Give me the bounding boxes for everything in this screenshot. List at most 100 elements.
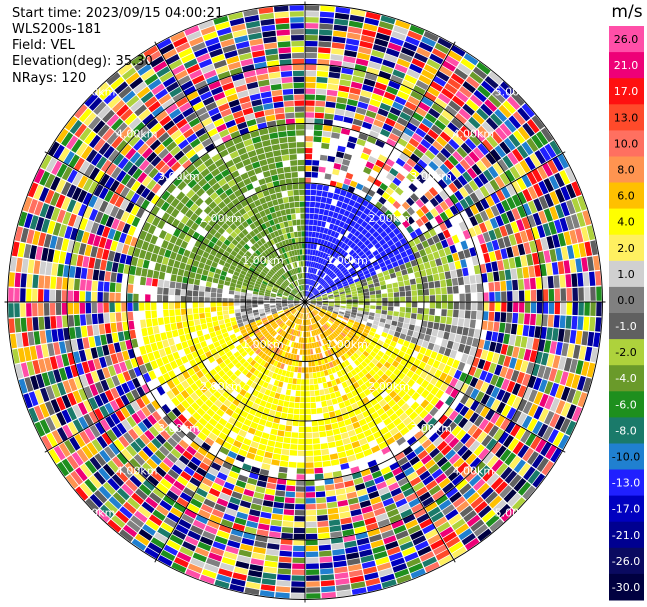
velocity-gate xyxy=(423,30,439,42)
velocity-gate xyxy=(373,264,381,271)
velocity-gate xyxy=(202,413,212,422)
velocity-gate xyxy=(352,245,359,252)
velocity-gate xyxy=(223,513,236,522)
velocity-gate xyxy=(490,113,503,126)
velocity-gate xyxy=(389,36,404,47)
velocity-gate xyxy=(488,71,503,85)
velocity-gate xyxy=(370,340,377,347)
velocity-gate xyxy=(566,288,572,301)
velocity-gate xyxy=(371,49,385,59)
velocity-gate xyxy=(29,245,37,260)
velocity-gate xyxy=(330,230,336,237)
velocity-gate xyxy=(314,316,319,322)
velocity-gate xyxy=(451,546,467,559)
velocity-gate xyxy=(251,402,259,411)
velocity-gate xyxy=(315,294,321,298)
velocity-gate xyxy=(100,418,111,432)
velocity-gate xyxy=(64,116,78,131)
velocity-gate xyxy=(244,526,257,535)
velocity-gate xyxy=(349,180,358,188)
velocity-gate xyxy=(552,328,559,341)
velocity-gate xyxy=(443,364,452,374)
velocity-gate xyxy=(49,356,58,370)
velocity-gate xyxy=(122,67,137,80)
velocity-gate xyxy=(317,322,321,328)
velocity-gate xyxy=(341,320,347,326)
velocity-gate xyxy=(209,192,219,201)
velocity-gate xyxy=(290,308,296,313)
velocity-gate xyxy=(382,353,390,361)
velocity-gate xyxy=(172,376,181,386)
velocity-gate xyxy=(312,311,316,316)
velocity-gate xyxy=(316,184,323,191)
velocity-gate xyxy=(381,446,391,455)
velocity-gate xyxy=(138,109,151,121)
velocity-gate xyxy=(326,254,332,261)
velocity-gate xyxy=(142,446,154,458)
velocity-gate xyxy=(310,304,316,307)
velocity-gate xyxy=(309,273,313,279)
velocity-gate xyxy=(559,170,571,185)
velocity-gate xyxy=(363,269,370,276)
velocity-gate xyxy=(406,421,416,431)
velocity-gate xyxy=(316,300,323,302)
velocity-gate xyxy=(571,406,583,422)
velocity-gate xyxy=(490,441,502,455)
velocity-gate xyxy=(258,443,267,451)
velocity-gate xyxy=(217,218,225,227)
velocity-gate xyxy=(480,156,492,169)
velocity-gate xyxy=(326,399,333,406)
velocity-gate xyxy=(170,129,182,141)
velocity-gate xyxy=(105,260,113,272)
velocity-gate xyxy=(517,385,527,398)
velocity-gate xyxy=(333,277,340,283)
velocity-gate xyxy=(266,383,273,391)
velocity-gate xyxy=(194,216,203,226)
velocity-gate xyxy=(313,130,323,137)
velocity-gate xyxy=(518,462,531,477)
velocity-gate xyxy=(305,237,309,243)
velocity-gate xyxy=(308,355,312,361)
velocity-gate xyxy=(327,291,333,295)
velocity-gate xyxy=(253,546,266,554)
velocity-gate xyxy=(374,333,381,340)
velocity-gate xyxy=(185,209,194,219)
velocity-gate xyxy=(291,587,305,593)
velocity-gate xyxy=(411,503,424,513)
velocity-gate xyxy=(369,369,376,377)
velocity-gate xyxy=(14,272,21,288)
velocity-gate xyxy=(337,420,346,428)
velocity-gate xyxy=(311,237,315,244)
velocity-gate xyxy=(436,456,448,468)
velocity-gate xyxy=(355,386,363,394)
velocity-gate xyxy=(590,240,598,256)
velocity-gate xyxy=(345,191,353,199)
velocity-gate xyxy=(221,382,230,390)
velocity-gate xyxy=(229,223,237,231)
velocity-gate xyxy=(332,224,339,232)
velocity-gate xyxy=(407,388,416,397)
velocity-gate xyxy=(309,286,312,292)
velocity-gate xyxy=(281,344,286,351)
velocity-gate xyxy=(218,259,226,266)
velocity-gate xyxy=(226,476,237,485)
velocity-gate xyxy=(123,501,137,515)
velocity-gate xyxy=(441,339,448,348)
velocity-gate xyxy=(238,338,246,344)
velocity-gate xyxy=(213,223,221,231)
velocity-gate xyxy=(329,60,342,67)
velocity-gate xyxy=(210,297,216,302)
velocity-gate xyxy=(301,307,304,313)
velocity-gate xyxy=(325,323,330,328)
velocity-gate xyxy=(298,313,302,319)
velocity-gate xyxy=(462,327,469,336)
velocity-gate xyxy=(276,307,282,310)
velocity-gate xyxy=(153,350,161,360)
velocity-gate xyxy=(235,315,242,321)
velocity-gate xyxy=(348,199,356,207)
velocity-gate xyxy=(247,514,260,523)
velocity-gate xyxy=(312,336,316,342)
velocity-gate xyxy=(469,94,483,107)
velocity-gate xyxy=(321,326,326,332)
velocity-gate xyxy=(441,294,448,302)
